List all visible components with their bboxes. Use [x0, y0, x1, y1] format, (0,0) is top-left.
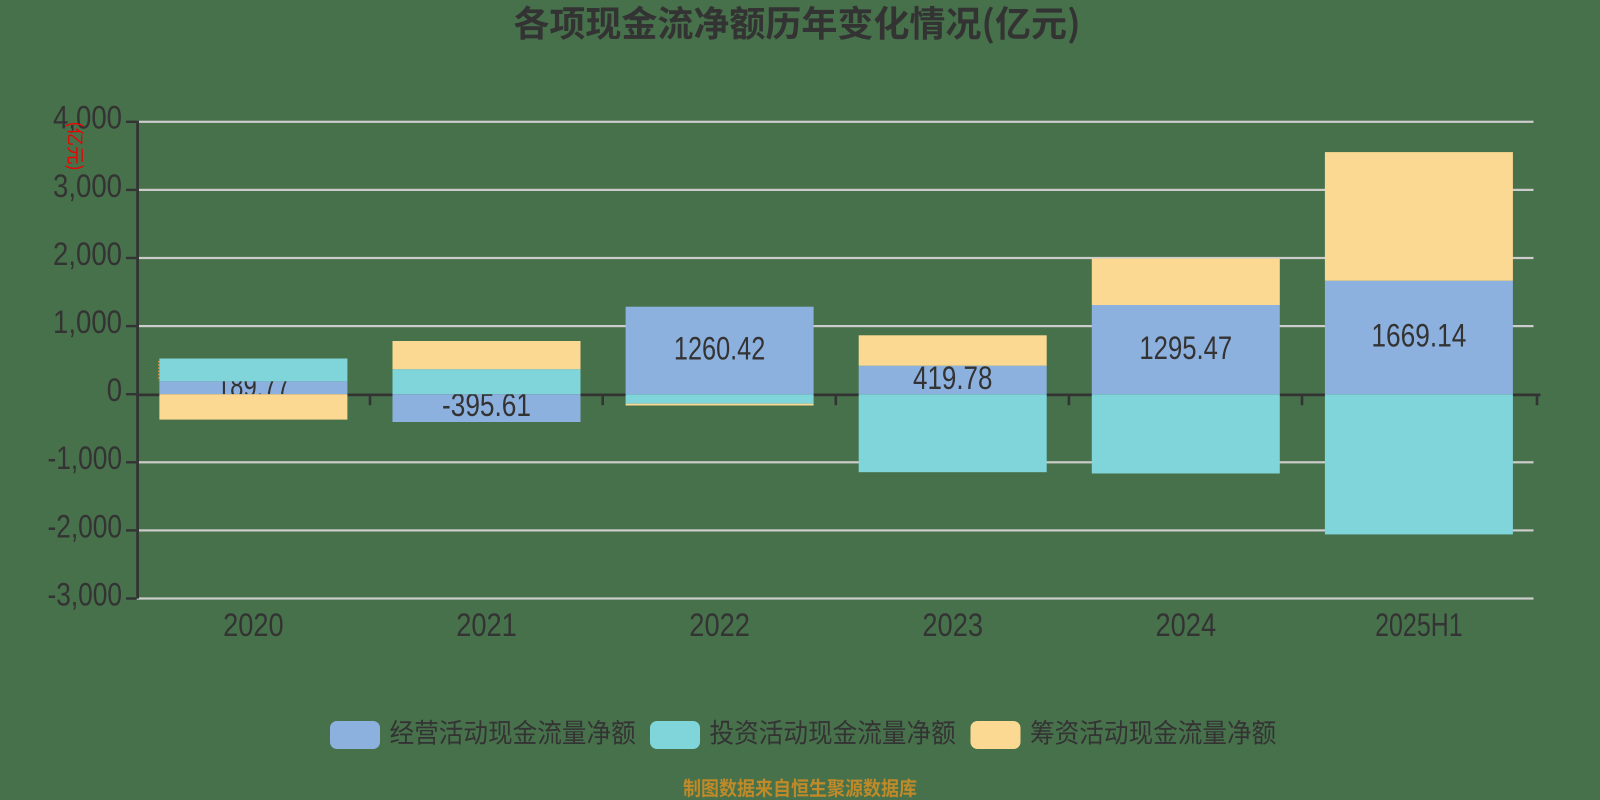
svg-text:-2,000: -2,000 — [48, 508, 123, 544]
svg-text:3,000: 3,000 — [53, 168, 122, 204]
svg-text:1,000: 1,000 — [53, 304, 122, 340]
svg-text:1669.14: 1669.14 — [1371, 318, 1466, 354]
svg-text:2021: 2021 — [456, 607, 517, 643]
svg-text:1260.42: 1260.42 — [674, 331, 765, 367]
svg-text:2023: 2023 — [922, 607, 983, 643]
svg-text:0: 0 — [107, 372, 122, 408]
svg-text:4,000: 4,000 — [53, 100, 122, 136]
svg-text:2022: 2022 — [689, 607, 750, 643]
svg-text:-1,000: -1,000 — [48, 440, 123, 476]
svg-text:419.78: 419.78 — [913, 360, 992, 396]
svg-text:2025H1: 2025H1 — [1375, 607, 1463, 643]
svg-text:2020: 2020 — [223, 607, 284, 643]
svg-text:2024: 2024 — [1156, 607, 1217, 643]
svg-text:1295.47: 1295.47 — [1139, 330, 1232, 366]
svg-text:2,000: 2,000 — [53, 236, 122, 272]
svg-text:-3,000: -3,000 — [48, 576, 123, 612]
